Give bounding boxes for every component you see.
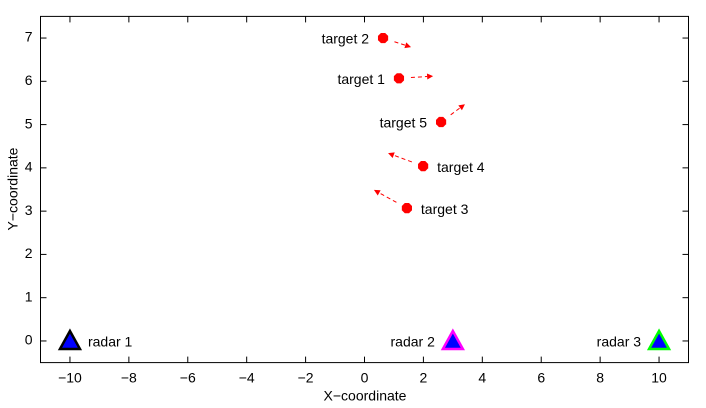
y-tick-label: 3: [25, 202, 33, 218]
target-marker: [418, 161, 429, 172]
x-tick-label: 10: [651, 369, 667, 385]
y-tick-label: 5: [25, 115, 33, 131]
target-label: target 4: [437, 159, 485, 175]
x-tick-label: −2: [298, 369, 314, 385]
x-tick-label: 4: [478, 369, 486, 385]
x-tick-label: 0: [361, 369, 369, 385]
x-tick-label: −6: [180, 369, 196, 385]
x-tick-label: 8: [596, 369, 604, 385]
y-tick-label: 1: [25, 288, 33, 304]
target-marker: [393, 73, 405, 84]
target-label: target 1: [337, 71, 385, 87]
radar-marker: [57, 328, 83, 351]
x-tick-label: 2: [420, 369, 428, 385]
x-tick-label: −4: [239, 369, 255, 385]
target-marker: [436, 116, 447, 128]
y-tick-label: 2: [25, 245, 33, 261]
arrow-head: [373, 189, 381, 196]
heading-arrow: [378, 192, 397, 203]
arrow-head: [458, 104, 465, 111]
radar-label: radar 1: [88, 334, 133, 350]
target-marker: [377, 32, 389, 44]
radar-label: radar 2: [391, 334, 436, 350]
arrow-head: [426, 73, 434, 80]
arrow-head: [404, 42, 412, 49]
y-tick-label: 4: [25, 159, 33, 175]
y-axis-label: Y−coordinate: [5, 147, 21, 230]
y-tick-label: 6: [25, 72, 33, 88]
target-marker: [401, 203, 412, 214]
radar-marker: [646, 328, 672, 351]
plot-frame: [40, 15, 689, 364]
heading-arrow: [410, 75, 428, 79]
target-label: target 3: [421, 201, 469, 217]
heading-arrow: [393, 154, 413, 163]
heading-arrow: [394, 41, 406, 46]
radar-label: radar 3: [597, 334, 642, 350]
target-label: target 2: [322, 31, 370, 47]
radar-marker: [440, 328, 465, 351]
y-tick-label: 7: [25, 29, 33, 45]
x-tick-label: 6: [537, 369, 545, 385]
x-tick-label: −10: [58, 369, 82, 385]
target-label: target 5: [380, 115, 428, 131]
heading-arrow: [450, 107, 461, 116]
arrow-head: [388, 152, 395, 159]
x-tick-label: −8: [121, 369, 137, 385]
y-tick-label: 0: [25, 332, 33, 348]
x-axis-label: X−coordinate: [324, 388, 407, 404]
